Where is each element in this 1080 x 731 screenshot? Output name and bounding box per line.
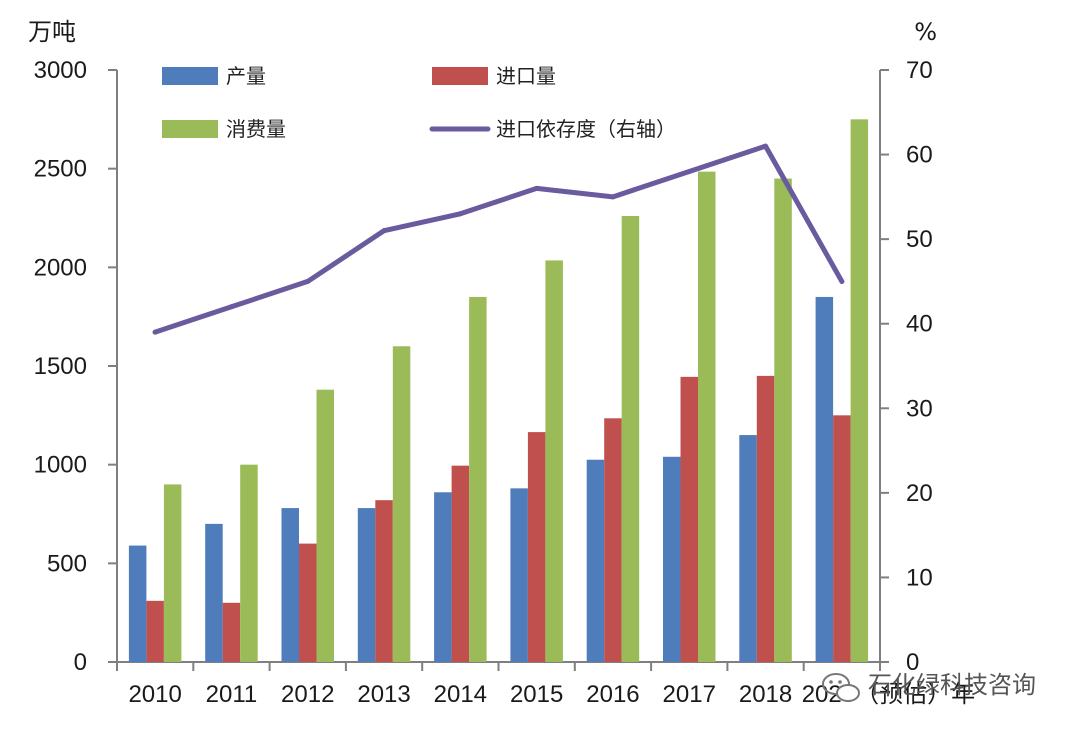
x-tick-label: 2016 [586,681,639,708]
watermark-text: 石化绿科技咨询 [868,671,1036,699]
y-right-tick-label: 10 [906,564,933,591]
bar [850,119,869,663]
y-right-tick-label: 50 [906,226,933,253]
y-left-tick-label: 3000 [34,57,87,84]
y-right-tick-label: 30 [906,395,933,422]
line-series [152,143,845,335]
bar [434,492,452,662]
bar [545,260,563,662]
bar [222,602,241,662]
line-point [457,211,463,217]
y-left-tick-label: 2000 [34,254,87,281]
line-point [839,278,845,284]
y-right-unit-label: % [914,18,937,46]
bar [128,545,147,662]
line-point [305,278,311,284]
y-left-tick-label: 2500 [34,156,87,183]
x-tick-label: 2017 [663,681,716,708]
bar [205,523,223,662]
bar [316,389,334,662]
x-tick-label: 2013 [357,681,410,708]
y-right-tick-label: 20 [906,480,933,507]
wechat-icon [822,673,860,702]
bar [815,296,834,662]
legend-label: 产量 [226,64,266,88]
y-left-tick-label: 1000 [34,452,87,479]
legend-swatch [162,67,218,85]
x-tick-label: 2010 [128,681,181,708]
bar [163,484,182,662]
bar [146,600,164,662]
line-point [610,194,616,200]
bar [375,500,393,662]
x-tick-label: 2014 [434,681,487,708]
bars [128,119,869,663]
bar [357,508,376,662]
dependency-line [152,143,845,335]
bar [680,376,698,662]
bar [392,346,411,662]
y-right-tick-label: 40 [906,311,933,338]
line-point [686,168,692,174]
line-point [534,185,540,191]
x-tick-label: 2015 [510,681,563,708]
x-tick-label: 2011 [206,681,258,708]
line-point [152,329,158,335]
bar [663,456,681,662]
x-tick-label: 2018 [739,681,792,708]
y-right-tick-label: 60 [906,142,933,169]
bar [451,465,470,662]
x-tick-label: 2012 [281,681,334,708]
line-point [763,143,769,149]
bar [586,459,605,662]
bar [469,296,487,662]
y-right-tick-label: 0 [906,649,919,676]
line-point [228,304,234,310]
x-tick-label: 2020（预估）年 [802,681,975,708]
legend-label: 进口量 [496,64,556,88]
bar [240,464,258,662]
bar [510,488,528,662]
bar [739,435,757,662]
y-right-tick-label: 70 [906,57,933,84]
legend-swatch [432,67,488,85]
bar [774,178,792,663]
bar [299,543,317,662]
bar [833,415,851,662]
line-point [381,228,387,234]
y-left-tick-label: 500 [47,550,87,577]
y-left-tick-label: 1500 [34,353,87,380]
legend-label: 消费量 [226,117,286,141]
bar [604,418,622,662]
legend-swatch [162,120,218,138]
bar [756,375,775,662]
bar [698,171,716,663]
legend-label: 进口依存度（右轴） [496,117,676,141]
bar [281,508,299,662]
bar [527,432,546,662]
bar [621,216,640,662]
y-left-unit-label: 万吨 [28,18,76,46]
watermark: 石化绿科技咨询 [822,671,1036,702]
y-left-tick-label: 0 [74,649,87,676]
